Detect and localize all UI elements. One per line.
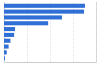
grid-line xyxy=(96,2,97,62)
bars xyxy=(4,4,85,61)
x-axis-line xyxy=(5,2,97,63)
bar xyxy=(4,15,62,19)
bar xyxy=(4,45,9,49)
x-axis xyxy=(5,2,97,63)
bar xyxy=(4,4,85,8)
plot xyxy=(4,2,97,63)
bar xyxy=(4,39,10,43)
bar xyxy=(4,10,84,14)
bar xyxy=(4,56,5,60)
bar xyxy=(4,27,15,31)
chart-container xyxy=(0,0,100,71)
bar xyxy=(4,50,7,54)
chart-svg xyxy=(0,0,100,71)
x-tick xyxy=(96,2,97,62)
bar xyxy=(4,33,14,37)
bar xyxy=(4,21,48,25)
